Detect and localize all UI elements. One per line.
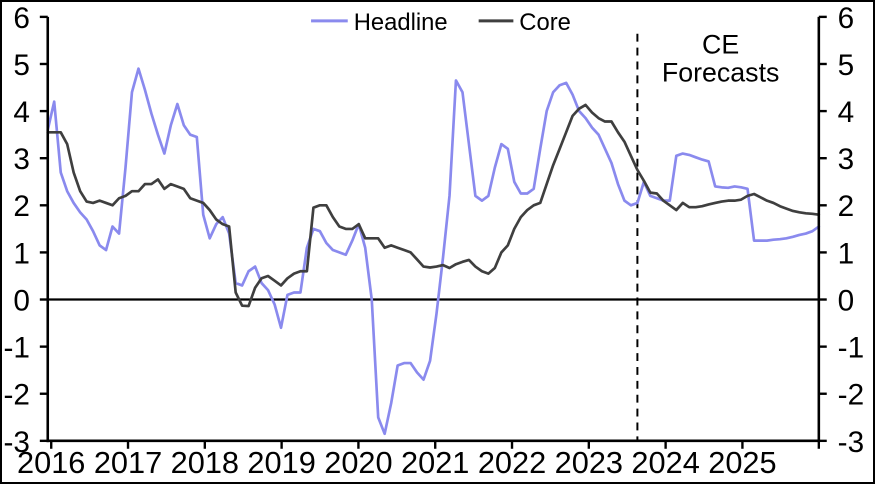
y-axis-label-right: 6: [838, 2, 855, 35]
legend-core-label: Core: [519, 9, 571, 36]
x-axis-label: 2024: [631, 445, 699, 480]
y-axis-label-left: -2: [3, 379, 29, 412]
y-axis-label-right: -2: [838, 379, 864, 412]
y-axis-label-left: 5: [13, 49, 30, 82]
x-axis-label: 2020: [324, 445, 392, 480]
annotation-line-2: Forecasts: [662, 57, 780, 87]
x-axis-label: 2016: [17, 445, 85, 480]
y-axis-label-left: 6: [13, 2, 30, 35]
legend: Headline Core: [311, 9, 571, 36]
y-axis-label-right: -3: [838, 426, 864, 459]
y-axis-label-right: 0: [838, 284, 855, 317]
x-axis-label: 2021: [401, 445, 469, 480]
y-axis-label-right: 3: [838, 143, 855, 176]
x-axis-label: 2023: [555, 445, 623, 480]
y-axis-label-left: 2: [13, 190, 30, 223]
y-axis-label-right: 4: [838, 96, 855, 129]
legend-headline-label: Headline: [354, 9, 448, 36]
forecast-annotation: CE Forecasts: [662, 30, 780, 88]
x-axis-label: 2025: [708, 445, 776, 480]
y-axis-label-left: 3: [13, 143, 30, 176]
y-axis-label-right: 2: [838, 190, 855, 223]
y-axis-label-left: 1: [13, 237, 30, 270]
x-axis-label: 2017: [94, 445, 162, 480]
annotation-line-1: CE: [702, 30, 739, 60]
y-axis-label-left: 4: [13, 96, 30, 129]
y-axis-label-left: 0: [13, 284, 30, 317]
y-axis-label-right: -1: [838, 332, 864, 365]
y-axis-label-right: 5: [838, 49, 855, 82]
x-axis-label: 2022: [478, 445, 546, 480]
x-axis-label: 2018: [171, 445, 239, 480]
x-axis-label: 2019: [247, 445, 315, 480]
y-axis-label-left: -1: [3, 332, 29, 365]
y-axis-label-left: -3: [3, 426, 29, 459]
headline-line: [46, 67, 821, 436]
core-line: [46, 103, 821, 308]
y-axis-label-right: 1: [838, 237, 855, 270]
